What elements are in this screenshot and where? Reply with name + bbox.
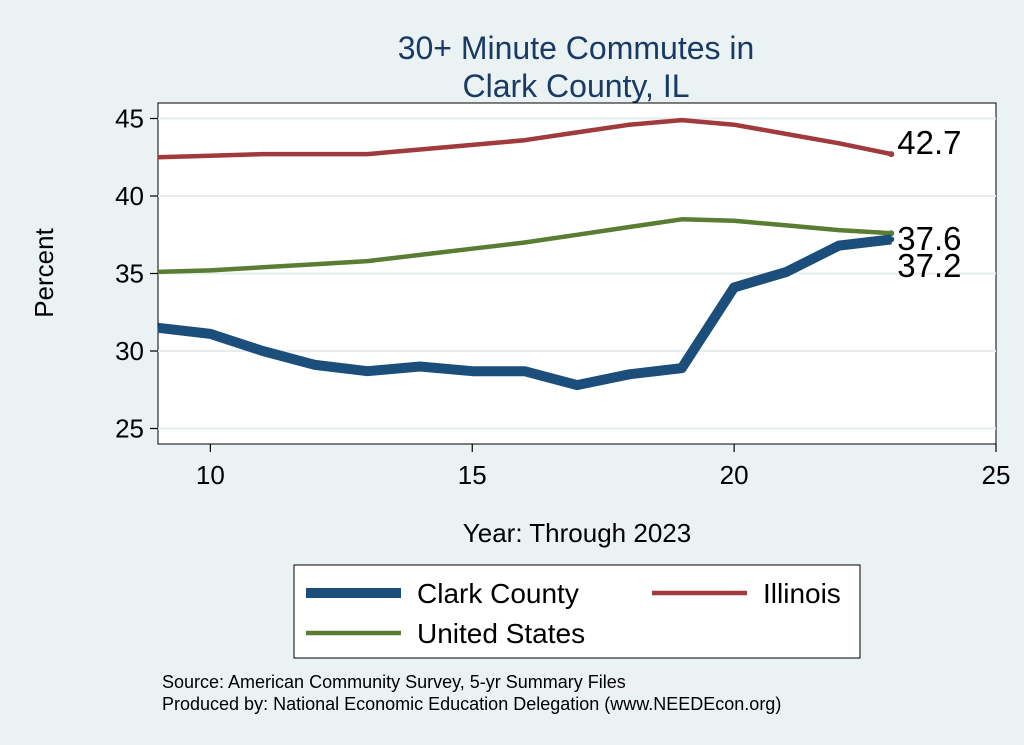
end-point-illinois [888,151,895,158]
series-line-clark-county [157,234,892,391]
legend-box [293,564,861,659]
x-tick-label: 10 [196,460,225,490]
series-line-united-states [157,217,892,275]
end-label-united-states: 37.6 [897,220,961,257]
x-tick-label: 25 [982,460,1011,490]
source-note: Source: American Community Survey, 5-yr … [162,672,626,692]
series-line-illinois [157,117,892,160]
chart-title-line-2: Clark County, IL [462,68,689,104]
legend-label-united-states: United States [417,618,585,649]
x-tick-label: 15 [458,460,487,490]
x-tick-label: 20 [720,460,749,490]
end-label-illinois: 42.7 [897,124,961,161]
end-point-clark-county [888,236,895,243]
end-labels: 37.2 42.7 37.6 [897,124,961,284]
y-tick-label: 25 [115,414,144,444]
series-lines [157,117,895,391]
x-axis-label: Year: Through 2023 [463,518,691,548]
gridlines [158,117,996,430]
legend-label-clark-county: Clark County [417,578,579,609]
y-tick-label: 30 [115,336,144,366]
legend-label-illinois: Illinois [763,578,841,609]
y-tick-label: 35 [115,259,144,289]
producer-note: Produced by: National Economic Education… [162,694,781,714]
axes: 25 30 35 40 45 10 15 20 25 [115,104,1010,491]
end-label-clark-county: 37.2 [897,247,961,284]
legend: Clark County Illinois United States [306,578,841,649]
y-tick-label: 45 [115,104,144,134]
y-tick-label: 40 [115,181,144,211]
chart-title-line-1: 30+ Minute Commutes in [398,30,755,66]
y-axis-label: Percent [29,227,59,317]
